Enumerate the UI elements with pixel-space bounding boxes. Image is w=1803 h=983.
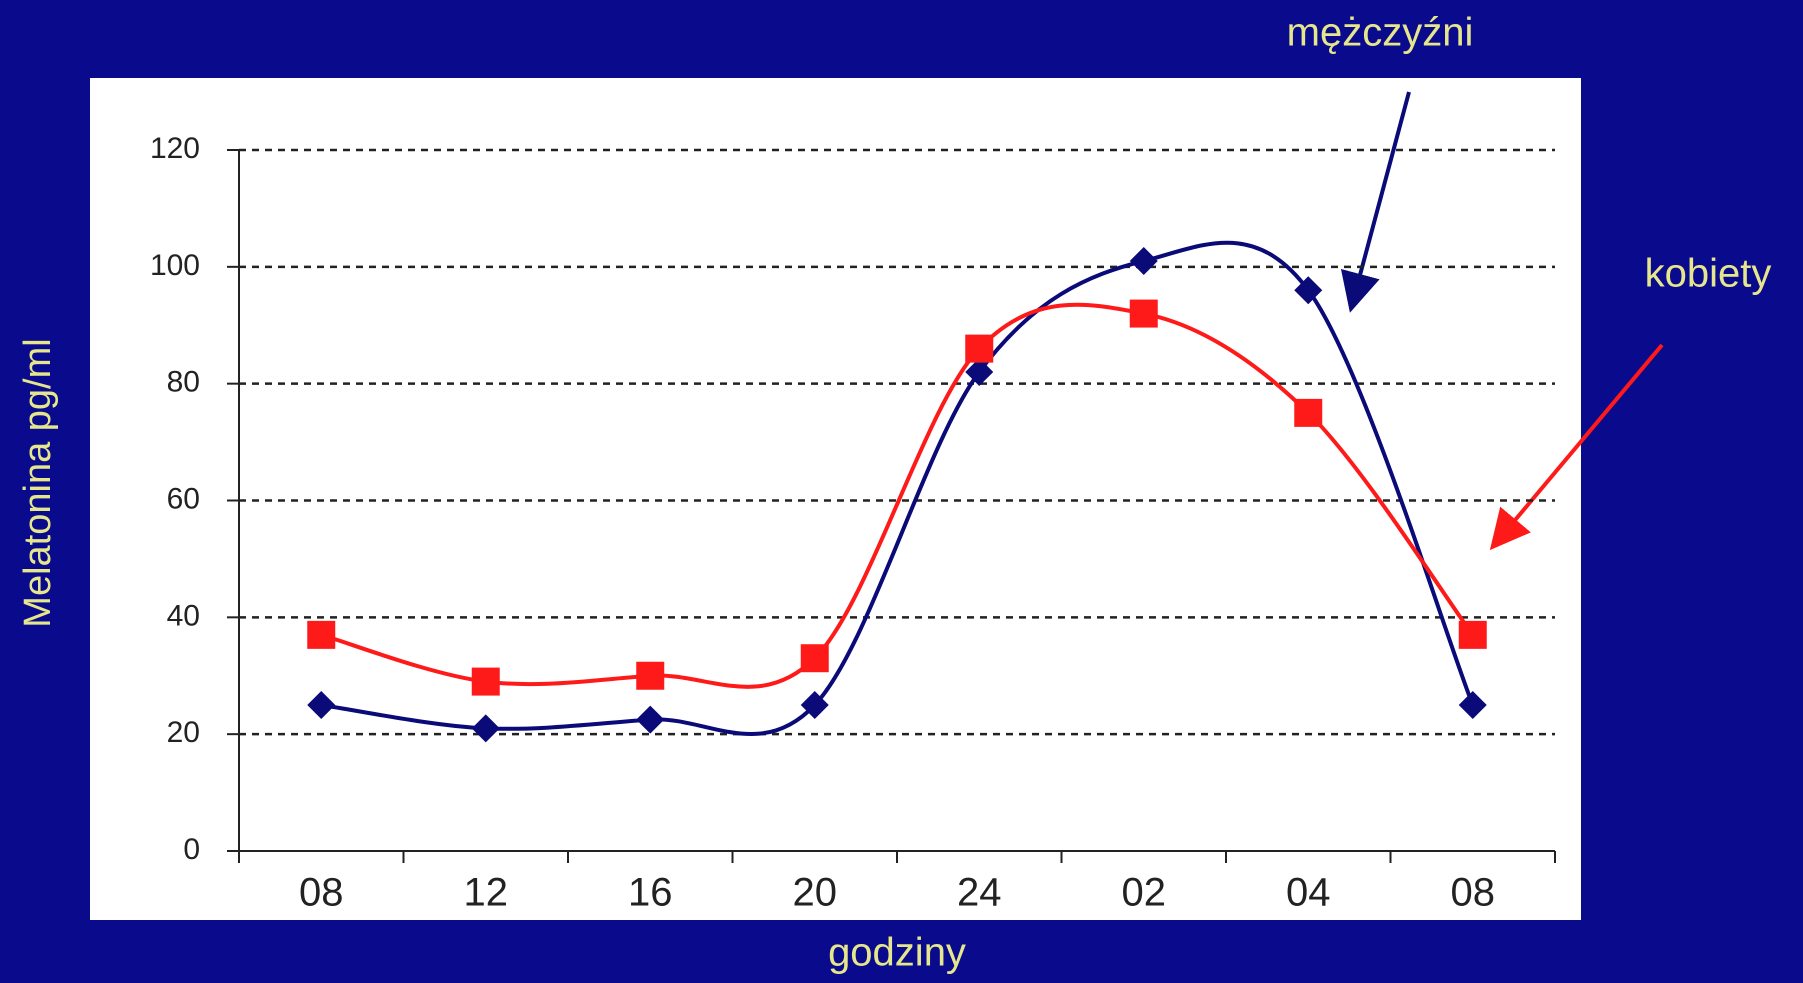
annotation-arrow — [1340, 91, 1411, 313]
marker — [1294, 398, 1323, 427]
series-annotation: mężczyźni — [1287, 11, 1474, 55]
y-tick-label: 100 — [150, 249, 200, 282]
y-tick-label: 60 — [167, 482, 200, 515]
marker — [1458, 690, 1487, 719]
marker — [800, 690, 829, 719]
y-tick-label: 80 — [167, 366, 200, 399]
x-tick-label: 12 — [464, 871, 509, 915]
marker — [1129, 246, 1158, 275]
marker — [965, 357, 994, 386]
y-tick-label: 40 — [167, 599, 200, 632]
y-tick-label: 20 — [167, 716, 200, 749]
marker — [636, 705, 665, 734]
annotation-arrow — [1489, 343, 1664, 551]
marker — [965, 334, 994, 363]
plot-area — [90, 78, 1581, 920]
marker — [471, 667, 500, 696]
marker — [1129, 299, 1158, 328]
y-tick-label: 0 — [183, 833, 200, 866]
marker — [307, 690, 336, 719]
marker — [307, 620, 336, 649]
series-line — [320, 240, 1475, 737]
marker — [1294, 276, 1323, 305]
x-axis-label: godziny — [828, 931, 966, 975]
x-tick-label: 04 — [1286, 871, 1331, 915]
marker — [636, 661, 665, 690]
x-tick-label: 08 — [1451, 871, 1496, 915]
marker — [471, 714, 500, 743]
x-tick-label: 24 — [957, 871, 1002, 915]
x-tick-label: 02 — [1122, 871, 1167, 915]
series-annotation: kobiety — [1645, 252, 1772, 296]
x-tick-label: 20 — [793, 871, 838, 915]
y-tick-label: 120 — [150, 132, 200, 165]
y-axis-label: Melatonina pg/ml — [17, 338, 59, 627]
marker — [800, 644, 829, 673]
marker — [1458, 620, 1487, 649]
x-tick-label: 16 — [628, 871, 673, 915]
x-tick-label: 08 — [299, 871, 344, 915]
